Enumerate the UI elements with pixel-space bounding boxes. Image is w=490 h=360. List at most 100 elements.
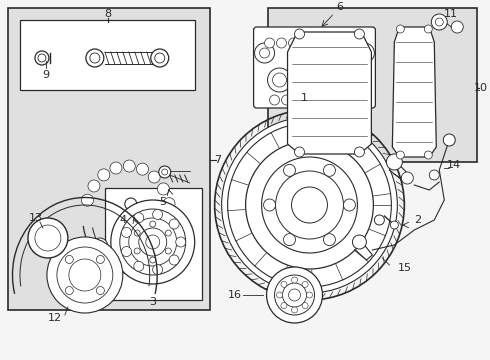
Circle shape xyxy=(281,282,287,287)
Circle shape xyxy=(163,198,175,210)
Circle shape xyxy=(313,38,322,48)
Circle shape xyxy=(155,53,165,63)
Circle shape xyxy=(354,147,365,157)
Circle shape xyxy=(35,51,49,65)
Circle shape xyxy=(424,151,432,159)
Circle shape xyxy=(268,68,292,92)
Circle shape xyxy=(292,187,327,223)
Text: 6: 6 xyxy=(336,2,343,12)
Bar xyxy=(8,8,210,310)
Circle shape xyxy=(38,54,46,62)
Text: 16: 16 xyxy=(228,290,242,300)
Circle shape xyxy=(129,218,177,266)
Circle shape xyxy=(281,303,287,309)
Circle shape xyxy=(337,38,346,48)
Circle shape xyxy=(134,230,140,236)
Circle shape xyxy=(352,235,367,249)
Circle shape xyxy=(120,209,186,275)
Circle shape xyxy=(295,73,310,87)
Circle shape xyxy=(96,242,104,250)
Circle shape xyxy=(353,95,364,105)
Circle shape xyxy=(307,292,313,298)
Circle shape xyxy=(134,261,144,271)
Circle shape xyxy=(152,210,163,220)
Circle shape xyxy=(348,38,358,48)
Circle shape xyxy=(396,151,404,159)
Circle shape xyxy=(401,172,414,184)
Circle shape xyxy=(134,248,140,254)
Circle shape xyxy=(289,38,298,48)
Circle shape xyxy=(354,29,365,39)
Circle shape xyxy=(329,95,340,105)
Circle shape xyxy=(302,282,308,287)
Circle shape xyxy=(354,43,374,63)
Circle shape xyxy=(255,43,274,63)
Circle shape xyxy=(81,194,94,206)
Circle shape xyxy=(150,221,156,227)
FancyBboxPatch shape xyxy=(254,27,375,108)
Circle shape xyxy=(294,29,304,39)
Circle shape xyxy=(157,183,170,195)
Circle shape xyxy=(165,248,172,254)
Circle shape xyxy=(284,234,295,246)
Circle shape xyxy=(274,275,315,315)
Circle shape xyxy=(150,257,156,263)
Circle shape xyxy=(391,221,398,229)
Circle shape xyxy=(305,95,316,105)
Circle shape xyxy=(276,38,287,48)
Circle shape xyxy=(292,277,297,283)
Circle shape xyxy=(289,289,300,301)
Circle shape xyxy=(151,49,169,67)
Circle shape xyxy=(146,242,154,250)
Circle shape xyxy=(323,234,336,246)
Circle shape xyxy=(302,303,308,309)
Circle shape xyxy=(57,247,113,303)
Circle shape xyxy=(272,73,287,87)
Circle shape xyxy=(139,228,167,256)
Circle shape xyxy=(300,38,311,48)
Circle shape xyxy=(28,218,68,258)
Circle shape xyxy=(169,255,179,265)
Text: 9: 9 xyxy=(42,70,49,80)
Circle shape xyxy=(291,68,315,92)
Circle shape xyxy=(134,213,144,223)
Text: 12: 12 xyxy=(48,313,62,323)
Text: 4: 4 xyxy=(119,215,126,225)
Text: 15: 15 xyxy=(397,263,411,273)
Polygon shape xyxy=(288,32,371,154)
Text: 13: 13 xyxy=(29,213,43,223)
Circle shape xyxy=(221,117,397,293)
Circle shape xyxy=(283,283,307,307)
Circle shape xyxy=(169,219,179,229)
Text: 14: 14 xyxy=(447,160,461,170)
Circle shape xyxy=(282,95,292,105)
Text: 5: 5 xyxy=(159,197,166,207)
Circle shape xyxy=(435,18,443,26)
Circle shape xyxy=(451,21,463,33)
Circle shape xyxy=(123,160,135,172)
Text: 2: 2 xyxy=(414,215,421,225)
Circle shape xyxy=(284,165,295,176)
Circle shape xyxy=(90,53,100,63)
Circle shape xyxy=(122,228,131,238)
Circle shape xyxy=(315,68,339,92)
Circle shape xyxy=(292,307,297,313)
Circle shape xyxy=(262,157,357,253)
Circle shape xyxy=(319,73,334,87)
Bar xyxy=(105,188,202,300)
Text: 10: 10 xyxy=(474,83,488,93)
Circle shape xyxy=(359,48,369,58)
Polygon shape xyxy=(392,27,436,157)
Circle shape xyxy=(374,215,384,225)
Circle shape xyxy=(275,171,343,239)
Circle shape xyxy=(165,230,172,236)
Circle shape xyxy=(343,73,356,87)
Circle shape xyxy=(294,95,303,105)
Circle shape xyxy=(146,235,160,249)
Circle shape xyxy=(338,68,362,92)
Circle shape xyxy=(276,292,283,298)
Text: 11: 11 xyxy=(444,9,458,19)
Circle shape xyxy=(97,287,104,294)
Circle shape xyxy=(65,287,74,294)
Circle shape xyxy=(159,166,171,178)
